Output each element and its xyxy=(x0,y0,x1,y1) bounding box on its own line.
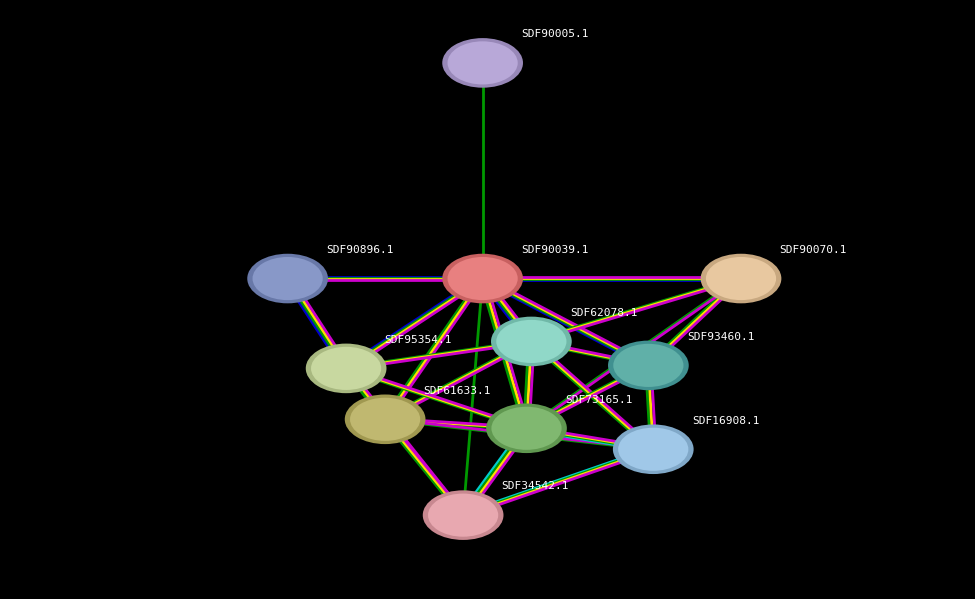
Ellipse shape xyxy=(701,254,781,303)
Text: SDF62078.1: SDF62078.1 xyxy=(570,308,638,317)
Text: SDF90039.1: SDF90039.1 xyxy=(522,245,589,255)
Text: SDF90070.1: SDF90070.1 xyxy=(780,245,847,255)
Text: SDF73165.1: SDF73165.1 xyxy=(566,395,633,404)
Ellipse shape xyxy=(706,257,776,300)
Text: SDF90005.1: SDF90005.1 xyxy=(522,29,589,39)
Ellipse shape xyxy=(350,398,420,441)
Ellipse shape xyxy=(448,257,518,300)
Ellipse shape xyxy=(443,38,523,87)
Ellipse shape xyxy=(428,494,498,537)
Text: SDF93460.1: SDF93460.1 xyxy=(687,332,755,341)
Ellipse shape xyxy=(487,404,566,453)
Text: SDF34542.1: SDF34542.1 xyxy=(502,482,569,491)
Ellipse shape xyxy=(491,407,562,450)
Ellipse shape xyxy=(443,254,523,303)
Ellipse shape xyxy=(613,425,693,474)
Ellipse shape xyxy=(491,317,571,366)
Ellipse shape xyxy=(253,257,323,300)
Ellipse shape xyxy=(248,254,328,303)
Ellipse shape xyxy=(423,491,503,540)
Ellipse shape xyxy=(496,320,566,363)
Text: SDF61633.1: SDF61633.1 xyxy=(424,386,491,395)
Ellipse shape xyxy=(345,395,425,444)
Text: SDF90896.1: SDF90896.1 xyxy=(327,245,394,255)
Ellipse shape xyxy=(608,341,688,390)
Text: SDF95354.1: SDF95354.1 xyxy=(385,335,452,344)
Ellipse shape xyxy=(306,344,386,393)
Ellipse shape xyxy=(618,428,688,471)
Ellipse shape xyxy=(613,344,683,387)
Ellipse shape xyxy=(311,347,381,390)
Ellipse shape xyxy=(448,41,518,84)
Text: SDF16908.1: SDF16908.1 xyxy=(692,416,760,425)
